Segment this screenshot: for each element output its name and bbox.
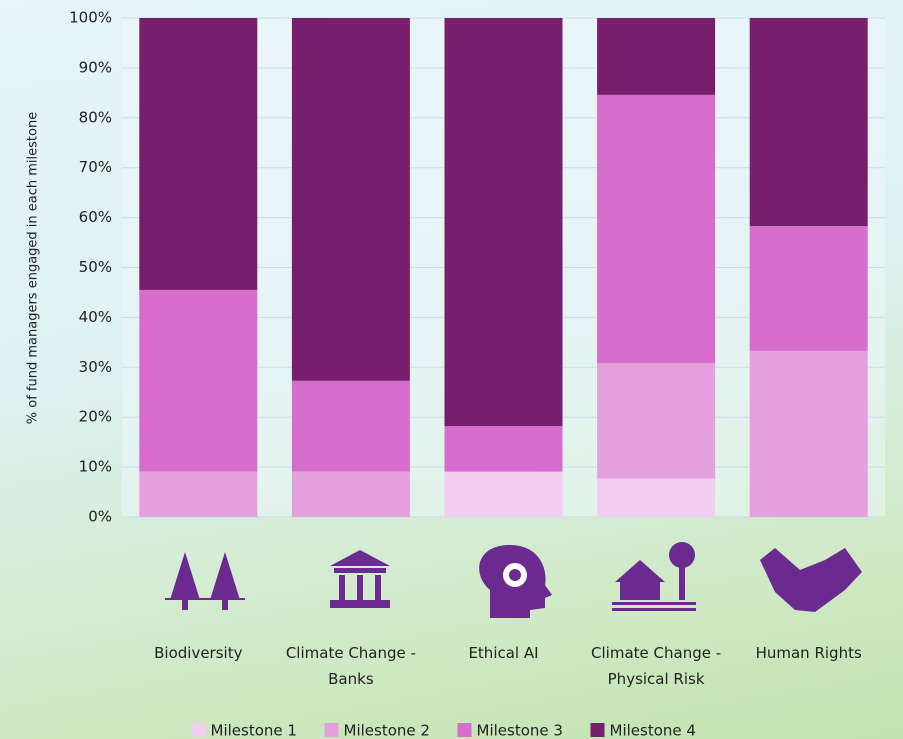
x-tick-label: Biodiversity [154,644,243,662]
bar-segment [597,94,716,364]
x-tick-label: Human Rights [755,644,862,662]
legend-swatch [191,723,206,737]
bar-segment [139,471,258,517]
bar-segment [444,18,563,427]
y-tick-label: 100% [69,9,112,27]
x-tick-label: Climate Change - Physical Risk [591,644,722,688]
bar-segment [139,18,258,290]
icon-head [479,545,552,618]
legend-swatch [457,723,472,737]
bar-segment [749,350,868,517]
y-tick-label: 0% [88,508,112,526]
legend-label: Milestone 4 [610,722,696,739]
bar-segment [291,18,410,381]
y-tick-label: 80% [79,108,112,126]
y-tick-label: 10% [79,458,112,476]
bar-segment [749,18,868,227]
legend-swatch [590,723,605,737]
bar-segment [291,380,410,472]
bar-segment [597,18,716,95]
bar-segment [444,426,563,472]
y-tick-label: 20% [79,408,112,426]
bar-segment [444,471,563,517]
bar-segment [291,471,410,517]
y-tick-label: 70% [79,158,112,176]
x-tick-label: Ethical AI [468,644,539,662]
y-tick-label: 50% [79,258,112,276]
y-tick-label: 30% [79,358,112,376]
bar-segment [597,478,716,517]
icon-house [612,542,696,611]
icons [165,542,862,618]
icon-trees [165,552,245,610]
icon-handshake [760,548,862,612]
legend-label: Milestone 1 [211,722,297,739]
icon-bank [330,550,390,608]
y-tick-label: 40% [79,308,112,326]
y-tick-label: 60% [79,208,112,226]
bar-segment [139,289,258,472]
legend-label: Milestone 2 [344,722,430,739]
legend-label: Milestone 3 [477,722,563,739]
legend-swatch [324,723,339,737]
y-axis-label: % of fund managers engaged in each miles… [26,112,41,424]
y-tick-label: 90% [79,58,112,76]
x-tick-label: Climate Change - Banks [285,644,416,688]
bar-segment [749,226,868,351]
bar-segment [597,363,716,479]
